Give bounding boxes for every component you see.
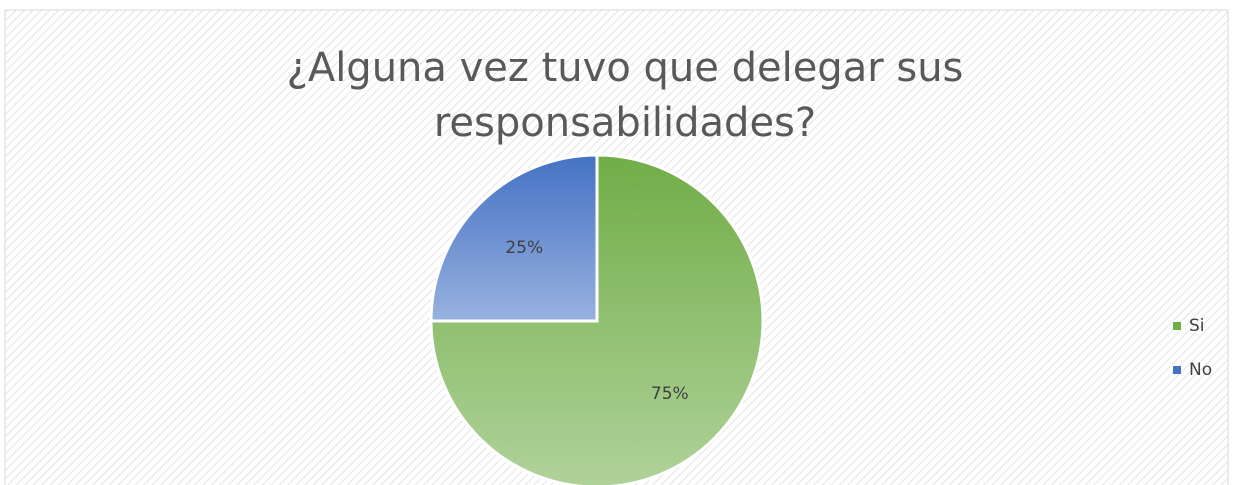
legend-label: No: [1189, 360, 1212, 380]
chart-title: ¿Alguna vez tuvo que delegar sus responsa…: [287, 45, 964, 146]
legend-swatch: [1173, 366, 1181, 374]
data-label: 75%: [651, 384, 689, 404]
legend-label: Si: [1189, 316, 1205, 336]
pie-slice: [429, 153, 599, 323]
data-label: 25%: [505, 238, 543, 258]
legend-swatch: [1173, 322, 1181, 330]
pie-slice: [429, 153, 765, 485]
